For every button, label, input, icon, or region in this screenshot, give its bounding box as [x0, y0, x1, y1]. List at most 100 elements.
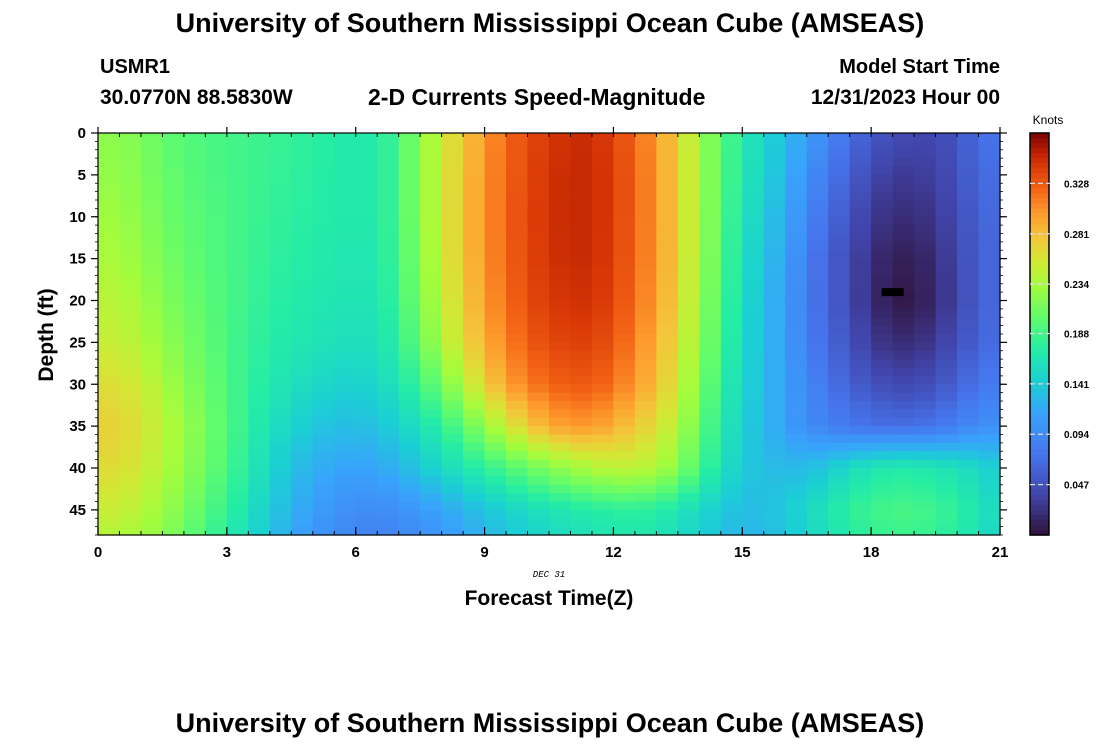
- heatmap-cell: [742, 174, 765, 184]
- heatmap-cell: [398, 133, 421, 142]
- heatmap-cell: [162, 133, 185, 142]
- heatmap-cell: [355, 342, 378, 352]
- heatmap-cell: [914, 292, 937, 302]
- heatmap-cell: [978, 367, 1001, 377]
- heatmap-cell: [892, 375, 915, 385]
- heatmap-cell: [656, 442, 679, 452]
- heatmap-cell: [613, 509, 636, 519]
- heatmap-cell: [849, 325, 872, 335]
- heatmap-cell: [162, 275, 185, 285]
- heatmap-cell: [763, 518, 786, 528]
- colorbar-segment: [1030, 499, 1049, 506]
- heatmap-cell: [377, 233, 400, 243]
- heatmap-cell: [828, 526, 851, 536]
- heatmap-cell: [978, 183, 1001, 193]
- heatmap-cell: [892, 459, 915, 469]
- heatmap-cell: [119, 384, 142, 394]
- heatmap-cell: [957, 401, 980, 410]
- heatmap-cell: [162, 401, 185, 410]
- heatmap-cell: [892, 200, 915, 209]
- minimum-marker: [881, 288, 904, 297]
- heatmap-cell: [656, 241, 679, 251]
- heatmap-cell: [806, 275, 829, 285]
- colorbar-tick-label: 0.328: [1064, 179, 1089, 190]
- colorbar-segment: [1030, 263, 1049, 270]
- heatmap-cell: [162, 292, 185, 302]
- heatmap-cell: [183, 417, 206, 427]
- heatmap-cell: [613, 216, 636, 226]
- heatmap-cell: [398, 216, 421, 226]
- heatmap-cell: [226, 191, 249, 201]
- heatmap-cell: [677, 375, 700, 385]
- heatmap-cell: [441, 476, 464, 486]
- heatmap-cell: [398, 426, 421, 436]
- heatmap-cell: [549, 292, 572, 302]
- heatmap-cell: [334, 417, 357, 427]
- heatmap-cell: [613, 258, 636, 268]
- heatmap-cell: [634, 518, 657, 528]
- colorbar-segment: [1030, 153, 1049, 159]
- heatmap-cell: [334, 342, 357, 352]
- heatmap-cell: [162, 342, 185, 352]
- x-tick-label: 12: [605, 544, 622, 561]
- heatmap-cell: [634, 200, 657, 209]
- heatmap-cell: [742, 216, 765, 226]
- heatmap-cell: [634, 476, 657, 486]
- heatmap-cell: [957, 334, 980, 343]
- heatmap-cell: [591, 233, 615, 243]
- heatmap-cell: [570, 434, 593, 444]
- heatmap-cell: [892, 300, 915, 310]
- heatmap-cell: [463, 392, 486, 402]
- colorbar-segment: [1030, 409, 1049, 416]
- colorbar-segment: [1030, 318, 1049, 325]
- heatmap-cell: [334, 426, 357, 436]
- colorbar-segment: [1030, 253, 1049, 260]
- heatmap-cell: [119, 375, 142, 385]
- heatmap-cell: [355, 459, 378, 469]
- heatmap-cell: [140, 133, 164, 142]
- heatmap-cell: [226, 518, 249, 528]
- heatmap-cell: [613, 233, 636, 243]
- heatmap-cell: [484, 392, 507, 402]
- colorbar-segment: [1030, 514, 1049, 521]
- heatmap-cell: [613, 442, 636, 452]
- heatmap-cell: [613, 359, 636, 369]
- heatmap-cell: [463, 267, 486, 276]
- heatmap-cell: [248, 174, 271, 184]
- heatmap-cell: [699, 468, 722, 477]
- heatmap-cell: [699, 166, 722, 176]
- heatmap-cell: [570, 526, 593, 536]
- heatmap-cell: [140, 442, 164, 452]
- heatmap-cell: [98, 141, 121, 151]
- heatmap-cell: [140, 451, 164, 461]
- heatmap-cell: [506, 275, 529, 285]
- heatmap-cell: [334, 158, 357, 168]
- heatmap-cell: [355, 325, 378, 335]
- heatmap-cell: [98, 283, 121, 293]
- heatmap-cell: [570, 283, 593, 293]
- heatmap-cell: [226, 174, 249, 184]
- heatmap-cell: [441, 493, 464, 503]
- heatmap-cell: [355, 384, 378, 394]
- heatmap-cell: [355, 451, 378, 461]
- heatmap-cell: [699, 409, 722, 419]
- heatmap-cell: [613, 334, 636, 343]
- heatmap-cell: [957, 283, 980, 293]
- heatmap-cell: [763, 526, 786, 536]
- heatmap-cell: [892, 292, 915, 302]
- heatmap-cell: [634, 208, 657, 218]
- heatmap-cell: [699, 258, 722, 268]
- heatmap-cell: [377, 208, 400, 218]
- heatmap-cell: [978, 225, 1001, 235]
- heatmap-cell: [248, 141, 271, 151]
- heatmap-cell: [957, 442, 980, 452]
- heatmap-cell: [527, 141, 550, 151]
- heatmap-cell: [591, 200, 615, 209]
- heatmap-cell: [549, 384, 572, 394]
- heatmap-cell: [549, 258, 572, 268]
- heatmap-cell: [205, 367, 228, 377]
- heatmap-cell: [355, 334, 378, 343]
- heatmap-cell: [806, 233, 829, 243]
- heatmap-cell: [742, 208, 765, 218]
- heatmap-cell: [677, 417, 700, 427]
